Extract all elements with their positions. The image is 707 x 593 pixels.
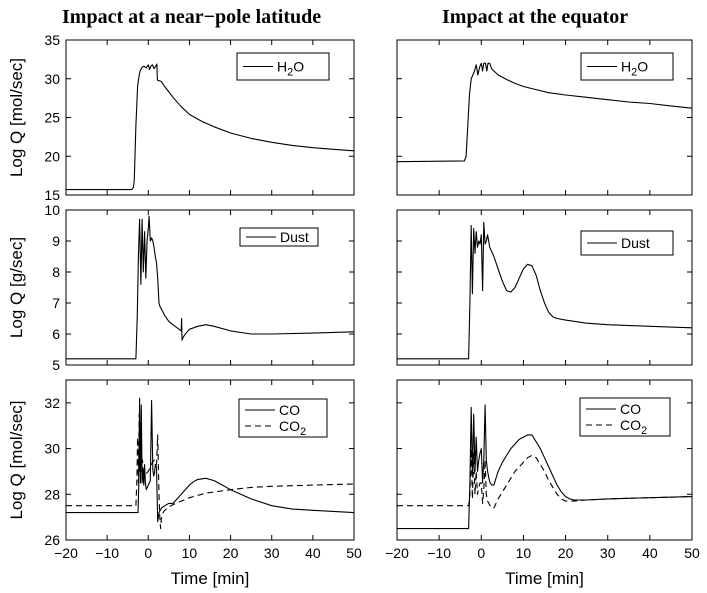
legend-label-h2o: H2O [277,59,304,79]
y-tick-label: 20 [44,148,60,164]
x-tick-label: 40 [642,545,658,561]
y-tick-label: 35 [44,32,60,48]
x-tick-label: −20 [385,545,409,561]
y-axis-label: Log Q [mol/sec] [7,400,26,519]
y-tick-label: 5 [52,357,60,373]
x-tick-label: 30 [600,545,616,561]
legend-label-co: CO [279,402,300,418]
legend-box [238,398,328,438]
x-tick-label: 40 [305,545,321,561]
legend: Dust [239,227,319,247]
chart-panel-r0-c0: 15 20 25 30 35 Log Q [mol/sec] H2O [7,32,355,203]
plot-frame [396,379,693,541]
legend: H2O [236,52,330,81]
x-tick-label: −10 [95,545,119,561]
x-tick-label: 0 [477,545,485,561]
legend-box [579,397,671,437]
legend: H2O [580,52,674,81]
series-line-h2o [66,63,355,191]
y-tick-label: 6 [52,326,60,342]
plot-frame [396,209,693,366]
series-line-co [397,404,693,530]
column-title-right: Impact at the equator [442,6,629,28]
y-tick-label: 30 [44,441,60,457]
y-tick-label: 32 [44,395,60,411]
plot-frame [65,209,355,366]
x-tick-label: 20 [223,545,239,561]
legend-label-dust: Dust [621,235,650,251]
y-tick-label: 30 [44,71,60,87]
chart-panel-r0-c1: H2O [396,39,693,196]
x-tick-label: 50 [346,545,362,561]
legend-label-co2: CO2 [620,417,647,437]
legend: Dust [580,230,674,256]
y-tick-label: 28 [44,486,60,502]
series-line-dust [66,215,355,360]
y-tick-label: 10 [44,202,60,218]
y-tick-label: 8 [52,264,60,280]
y-axis-label: Log Q [g/sec] [7,237,26,338]
legend-label-dust: Dust [280,229,309,245]
x-tick-label: −10 [427,545,451,561]
x-tick-label: 0 [144,545,152,561]
x-axis-label: Time [min] [505,569,584,588]
legend-label-co2: CO2 [279,418,306,438]
series-line-co2 [397,448,693,509]
legend-label-co: CO [620,401,641,417]
y-tick-label: 9 [52,233,60,249]
legend-box [239,227,319,247]
x-tick-label: 10 [516,545,532,561]
x-axis-label: Time [min] [171,569,250,588]
x-tick-label: −20 [54,545,78,561]
x-tick-label: 50 [684,545,700,561]
legend-label-h2o: H2O [621,59,648,79]
plot-frame [65,379,355,541]
y-tick-label: 7 [52,295,60,311]
y-tick-label: 15 [44,187,60,203]
series-line-h2o [396,62,693,163]
chart-panel-r1-c0: 5 6 7 8 9 10 Log Q [g/sec] Dust [7,202,355,373]
y-axis-label: Log Q [mol/sec] [7,58,26,177]
chart-panel-r2-c0: 26 28 30 32 −20 −10 0 10 20 30 40 50 Log Q [mol/sec]… [7,379,362,588]
x-tick-label: 30 [264,545,280,561]
column-title-left: Impact at a near−pole latitude [62,6,322,28]
y-tick-label: 26 [44,532,60,548]
series-line-co2 [66,413,355,530]
chart-panel-r1-c1: Dust [396,209,693,366]
series-line-dust [397,221,693,360]
y-tick-label: 25 [44,110,60,126]
x-tick-label: 10 [182,545,198,561]
x-tick-label: 20 [558,545,574,561]
